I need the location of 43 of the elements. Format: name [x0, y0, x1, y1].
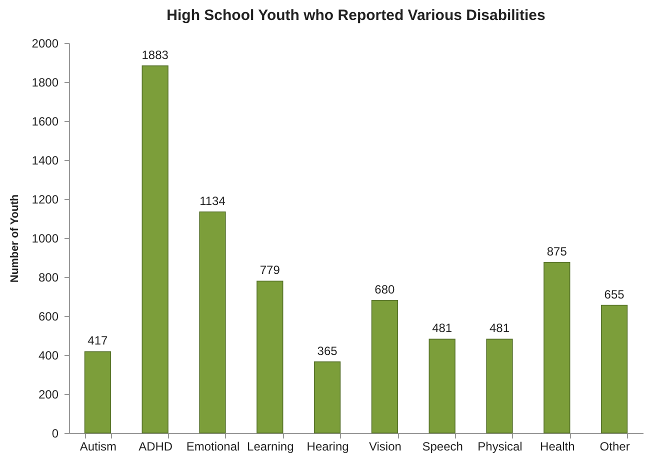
x-tick-label: Emotional [186, 440, 240, 454]
x-tick-label: Autism [80, 440, 117, 454]
y-axis-title: Number of Youth [8, 194, 21, 283]
data-label: 365 [317, 344, 338, 358]
bar [142, 65, 168, 434]
bar [199, 211, 226, 434]
y-tick-label: 800 [38, 270, 59, 284]
x-tick-label: Hearing [306, 440, 349, 454]
data-label: 680 [374, 282, 396, 296]
bar [600, 304, 628, 434]
data-label: 875 [546, 244, 568, 258]
y-tick-label: 0 [52, 426, 59, 440]
data-label: 779 [260, 263, 280, 278]
data-label: 655 [604, 287, 625, 302]
bar [544, 262, 570, 434]
y-tick-label: 1600 [32, 114, 59, 128]
y-tick-label: 1400 [32, 154, 59, 168]
bar [486, 338, 513, 434]
chart-title: High School Youth who Reported Various Disabilities [166, 7, 546, 24]
y-tick-label: 1200 [32, 192, 59, 206]
data-label: 417 [88, 334, 108, 348]
data-label: 481 [432, 321, 452, 336]
y-tick-label: 600 [38, 310, 59, 324]
y-tick-label: 2000 [32, 36, 59, 50]
x-tick-label: ADHD [138, 440, 173, 454]
y-tick-label: 400 [38, 348, 59, 362]
bar [314, 361, 341, 434]
x-tick-label: Vision [368, 440, 402, 454]
y-tick-label: 200 [38, 388, 59, 402]
y-tick-label: 1000 [32, 232, 59, 246]
data-label: 1883 [142, 48, 169, 62]
data-label: 1134 [200, 194, 226, 208]
x-tick-label: Speech [422, 440, 463, 454]
x-tick-label: Physical [478, 440, 522, 454]
y-tick-label: 1800 [32, 76, 59, 90]
x-tick-label: Learning [247, 440, 294, 454]
bar [84, 351, 112, 434]
bar [371, 300, 398, 434]
x-tick-label: Other [600, 440, 630, 454]
data-label: 481 [489, 321, 510, 336]
x-tick-label: Health [540, 440, 575, 454]
bar [256, 280, 284, 434]
bar [428, 338, 456, 434]
